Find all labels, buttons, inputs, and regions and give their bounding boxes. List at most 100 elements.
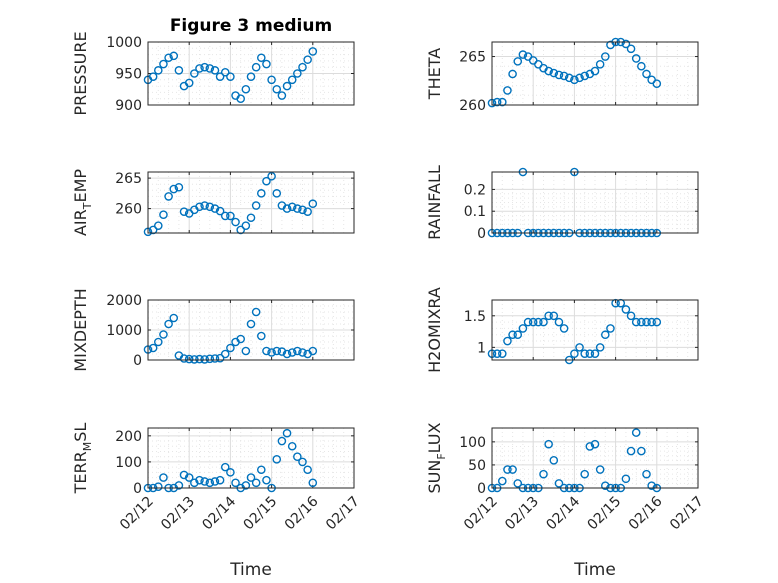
theta-point xyxy=(601,52,610,61)
air_temp-point xyxy=(287,202,297,212)
y-tick-label: 0.2 xyxy=(464,182,486,198)
terr_msl-point xyxy=(200,477,209,486)
h2omixra-point xyxy=(621,305,631,314)
axes-box xyxy=(491,41,699,106)
sun_flux-point xyxy=(595,465,605,474)
air_temp-point xyxy=(159,210,168,219)
sun_flux-point xyxy=(637,446,646,456)
mixdepth-point xyxy=(179,354,189,363)
y-axis-label: AIRTEMP xyxy=(71,169,94,236)
h2omixra-point xyxy=(497,349,507,358)
pressure-point xyxy=(215,72,225,81)
air_temp-point xyxy=(282,204,292,213)
sun_flux-point xyxy=(497,476,507,486)
x-tick-label: 02/17 xyxy=(323,494,363,534)
x-tick-label: 02/14 xyxy=(543,493,583,533)
pressure-point xyxy=(262,59,271,69)
sun_flux-point xyxy=(554,479,564,488)
theta-point xyxy=(559,71,569,81)
terr_msl-point xyxy=(262,475,271,485)
h2omixra-point xyxy=(528,317,538,327)
terr_msl-point xyxy=(205,478,215,488)
pressure-point xyxy=(267,75,276,85)
air_temp-point xyxy=(220,211,230,221)
pressure-point xyxy=(287,75,297,85)
air_temp-point xyxy=(169,184,179,194)
h2omixra-point xyxy=(590,349,600,358)
x-tick-label: 02/14 xyxy=(199,493,239,533)
mixdepth-point xyxy=(267,348,276,357)
theta-point xyxy=(590,66,600,76)
air_temp-point xyxy=(226,211,235,221)
panel-theta: 260 265 THETA xyxy=(425,37,699,114)
x-axis-label-right: Time xyxy=(573,560,616,580)
theta-point xyxy=(642,69,651,79)
y-tick-label: 0 xyxy=(477,226,486,242)
h2omixra-point xyxy=(554,317,564,327)
sun_flux-point xyxy=(642,469,651,479)
y-axis-label: H2OMIXRA xyxy=(425,287,444,373)
h2omixra-point xyxy=(595,343,605,352)
mixdepth-point xyxy=(148,343,158,353)
theta-point xyxy=(549,68,559,78)
sun_flux-point xyxy=(580,469,590,479)
y-tick-label: 260 xyxy=(115,202,142,218)
pressure-point xyxy=(241,84,251,94)
y-tick-label: 100 xyxy=(459,435,486,451)
mixdepth-point xyxy=(308,346,318,356)
mixdepth-point xyxy=(215,353,225,363)
x-axis-label-left: Time xyxy=(229,560,272,580)
sun_flux-point xyxy=(513,479,523,488)
plot-area xyxy=(492,172,698,233)
x-tick-label: 02/15 xyxy=(585,494,625,534)
terr_msl-point xyxy=(282,428,292,438)
pressure-point xyxy=(226,72,235,81)
theta-point xyxy=(637,61,646,71)
theta-point xyxy=(513,57,523,66)
sun_flux-point xyxy=(539,469,548,479)
sun_flux-point xyxy=(585,442,595,451)
mixdepth-point xyxy=(262,346,271,356)
pressure-point xyxy=(251,62,261,72)
mixdepth-point xyxy=(287,348,297,357)
pressure-point xyxy=(190,69,199,78)
sun_flux-point xyxy=(626,446,636,456)
sun_flux-point xyxy=(647,481,656,490)
mixdepth-point xyxy=(169,313,179,323)
mixdepth-point xyxy=(298,348,307,357)
pressure-point xyxy=(164,53,173,63)
mixdepth-point xyxy=(184,354,194,364)
air_temp-point xyxy=(148,225,158,235)
air_temp-point xyxy=(251,201,261,210)
axes-box xyxy=(147,41,355,106)
pressure-point xyxy=(256,53,266,63)
y-tick-label: 1000 xyxy=(106,35,142,51)
sun_flux-point xyxy=(590,439,600,449)
y-tick-label: 0.1 xyxy=(464,204,486,220)
y-tick-label: 2000 xyxy=(106,293,142,309)
sun_flux-point xyxy=(601,481,610,490)
y-tick-label: 1000 xyxy=(106,323,142,339)
pressure-point xyxy=(205,64,215,73)
h2omixra-point xyxy=(601,330,610,340)
h2omixra-point xyxy=(642,317,651,327)
theta-point xyxy=(544,66,553,76)
terr_msl-point xyxy=(174,481,184,490)
terr_msl-point xyxy=(287,441,297,451)
sun_flux-point xyxy=(503,465,512,474)
axes-box xyxy=(147,171,355,234)
terr_msl-point xyxy=(195,475,204,485)
panel-terr_msl: 0 100 200 02/12 02/13 02/14 02/15 02/16 02/17 TER… xyxy=(71,423,363,534)
air_temp-point xyxy=(215,206,225,216)
y-tick-label: 100 xyxy=(115,455,142,471)
terr_msl-point xyxy=(277,436,287,446)
panel-air_temp: 260 265 AIRTEMP xyxy=(71,169,355,237)
pressure-point xyxy=(277,91,287,100)
panel-pressure: 900 950 1000 PRESSURE xyxy=(71,31,355,116)
theta-point xyxy=(621,39,631,49)
air_temp-point xyxy=(298,205,307,215)
terr_msl-point xyxy=(210,477,220,486)
mixdepth-point xyxy=(190,355,199,364)
plot-area xyxy=(492,428,698,488)
